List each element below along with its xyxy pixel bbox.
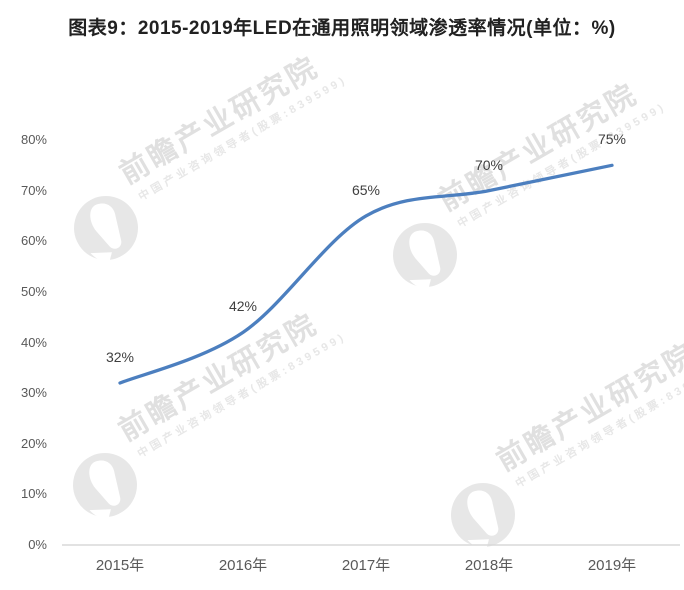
data-point-label: 70% bbox=[474, 156, 504, 173]
y-axis-tick-label: 60% bbox=[20, 233, 47, 249]
y-axis-tick-label: 20% bbox=[20, 435, 47, 451]
y-axis-tick-label: 50% bbox=[20, 283, 47, 299]
x-axis-tick-label: 2015年 bbox=[95, 557, 145, 574]
brand-watermark: 前瞻产业研究院 中国产业咨询领导者(股票:839599) bbox=[361, 42, 684, 306]
y-axis-tick-label: 10% bbox=[20, 486, 47, 502]
brand-watermark: 前瞻产业研究院 中国产业咨询领导者(股票:839599) bbox=[419, 302, 684, 566]
x-axis-tick-label: 2018年 bbox=[464, 557, 514, 574]
qianzhan-logo-icon bbox=[74, 196, 138, 263]
y-axis-tick-label: 70% bbox=[20, 182, 47, 198]
x-axis-tick-label: 2017年 bbox=[341, 557, 391, 574]
watermark-tagline-text: 中国产业咨询领导者(股票:839599) bbox=[136, 73, 350, 204]
x-axis-tick-label: 2016年 bbox=[218, 557, 268, 574]
qianzhan-logo-icon bbox=[451, 483, 515, 550]
watermark-tagline-text: 中国产业咨询领导者(股票:839599) bbox=[513, 360, 684, 491]
data-point-label: 42% bbox=[228, 298, 258, 315]
y-axis-tick-label: 80% bbox=[20, 132, 47, 147]
qianzhan-logo-icon bbox=[393, 223, 458, 290]
y-axis-tick-label: 0% bbox=[28, 537, 47, 552]
watermark-tagline-text: 中国产业咨询领导者(股票:839599) bbox=[135, 330, 349, 461]
watermark-brand-text: 前瞻产业研究院 bbox=[491, 337, 684, 478]
chart-title: 图表9：2015-2019年LED在通用照明领域渗透率情况(单位：%) bbox=[68, 18, 616, 39]
watermark-brand-text: 前瞻产业研究院 bbox=[114, 50, 325, 191]
data-point-label: 32% bbox=[105, 349, 135, 365]
y-axis-tick-label: 40% bbox=[20, 334, 47, 350]
data-point-label: 75% bbox=[597, 131, 627, 148]
watermark-brand-text: 前瞻产业研究院 bbox=[113, 307, 324, 448]
brand-watermark: 前瞻产业研究院 中国产业咨询领导者(股票:839599) bbox=[42, 15, 387, 279]
data-point-label: 65% bbox=[351, 181, 381, 198]
y-axis-tick-label: 30% bbox=[20, 385, 47, 401]
qianzhan-logo-icon bbox=[73, 453, 137, 520]
x-axis-tick-label: 2019年 bbox=[587, 557, 637, 574]
